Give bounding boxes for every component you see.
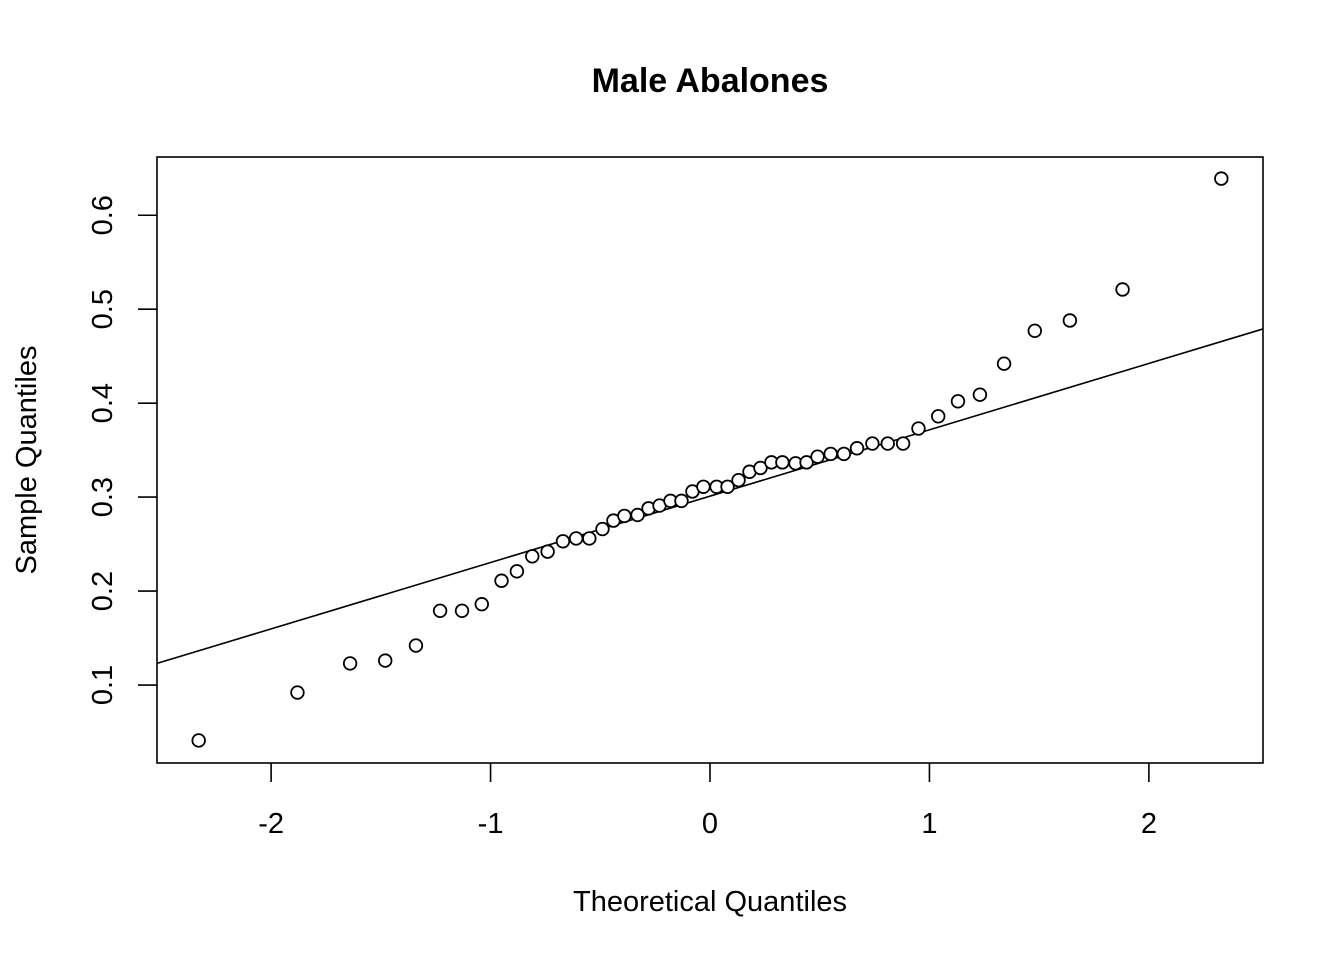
y-tick-label: 0.4 [87, 383, 119, 423]
data-point [836, 446, 852, 462]
y-axis: 0.1 0.2 0.3 0.4 0.5 0.6 [87, 195, 157, 705]
chart-title: Male Abalones [592, 62, 829, 100]
data-point [568, 531, 584, 546]
x-axis: -2 -1 0 1 2 [258, 763, 1157, 840]
y-tick-label: 0.5 [87, 289, 119, 329]
y-tick-label: 0.3 [87, 477, 119, 517]
y-tick-label: 0.1 [87, 665, 119, 705]
y-tick-label: 0.6 [87, 195, 119, 235]
data-point [540, 544, 555, 559]
data-point [342, 656, 358, 671]
data-point [950, 394, 966, 409]
data-point [911, 421, 926, 436]
x-tick-label: 0 [702, 808, 718, 840]
data-point [617, 508, 632, 524]
data-point [1027, 323, 1042, 339]
x-tick-label: 1 [921, 808, 937, 840]
data-point [880, 436, 895, 451]
points-group [191, 171, 1229, 748]
data-point [849, 441, 865, 456]
data-point [1115, 282, 1130, 297]
data-point [191, 733, 206, 748]
data-point [674, 493, 689, 509]
data-point [810, 449, 825, 464]
data-point [799, 455, 814, 470]
y-tick-label: 0.2 [87, 571, 119, 611]
data-point [525, 549, 540, 564]
data-point [494, 573, 509, 588]
data-point [823, 446, 838, 462]
data-point [432, 603, 448, 618]
reference-line-group [156, 328, 1264, 665]
data-point [775, 455, 790, 470]
data-point [1214, 171, 1229, 186]
data-point [509, 564, 525, 579]
x-tick-label: 2 [1141, 808, 1157, 840]
data-point [865, 436, 880, 451]
qq-reference-line [156, 328, 1264, 665]
x-tick-label: -2 [258, 808, 284, 840]
data-point [720, 479, 735, 494]
data-point [1062, 313, 1078, 328]
data-point [696, 479, 711, 494]
data-point [582, 531, 597, 546]
data-point [408, 638, 424, 653]
data-point [454, 603, 470, 618]
data-point [474, 597, 489, 612]
data-point [895, 436, 911, 451]
x-tick-label: -1 [478, 808, 504, 840]
data-point [996, 356, 1012, 371]
data-point [753, 460, 768, 476]
x-axis-label: Theoretical Quantiles [573, 886, 847, 918]
data-point [595, 521, 610, 537]
data-point [378, 653, 393, 668]
y-axis-label: Sample Quantiles [11, 346, 43, 575]
data-point [555, 534, 571, 549]
data-point [972, 387, 988, 402]
data-point [630, 507, 645, 523]
plot-frame [156, 156, 1264, 764]
data-point [731, 473, 746, 488]
data-point [931, 409, 946, 424]
data-point [290, 685, 305, 700]
